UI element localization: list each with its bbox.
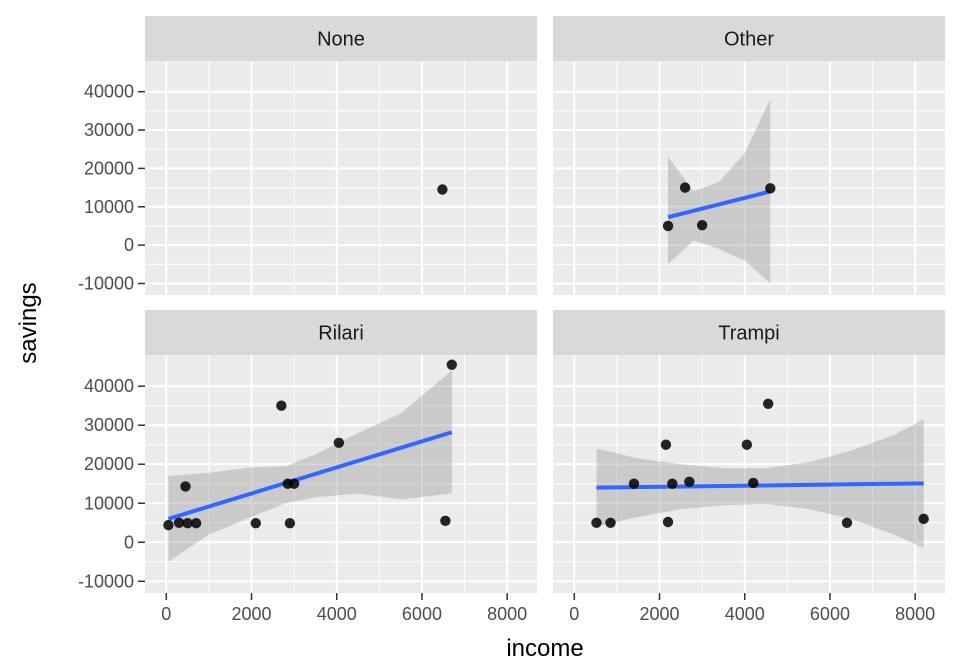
data-point (605, 517, 616, 528)
y-tick-label: 20000 (84, 158, 134, 178)
confidence-ribbon (668, 99, 771, 284)
x-tick-label: 4000 (317, 604, 357, 624)
panel-background (553, 355, 945, 593)
data-point (163, 519, 174, 531)
data-point (762, 398, 774, 409)
panel-background (553, 61, 945, 295)
y-tick-label: 0 (124, 235, 134, 255)
y-tick-label: 40000 (84, 82, 134, 102)
facet-strip-label: Rilari (318, 323, 364, 345)
data-point (182, 517, 193, 529)
data-point (841, 517, 853, 528)
y-tick-label: 30000 (84, 120, 134, 140)
facet-strip (553, 16, 945, 61)
data-point (333, 437, 345, 448)
data-point (180, 481, 191, 492)
y-axis-title: savings (15, 282, 42, 363)
x-tick-label: 0 (161, 604, 171, 624)
data-point (662, 220, 674, 232)
x-tick-label: 6000 (810, 604, 850, 624)
fit-line (596, 481, 924, 490)
data-point (667, 478, 678, 489)
data-point (250, 517, 261, 529)
x-tick-label: 4000 (725, 604, 765, 624)
data-point (591, 517, 602, 528)
data-point (190, 517, 202, 529)
x-tick-label: 8000 (895, 604, 935, 624)
panel-background (145, 61, 537, 295)
confidence-ribbon (168, 370, 452, 562)
y-tick-label: 0 (124, 532, 134, 552)
data-point (679, 182, 691, 193)
facet-panel-trampi: Trampi 0 2000 4000 6000 8000 (553, 310, 945, 624)
x-axis-title: income (506, 635, 583, 662)
facet-panel-none: None -10000 0 10000 20000 30000 40000 (78, 16, 537, 295)
x-tick-label: 2000 (639, 604, 679, 624)
data-point (628, 478, 640, 489)
x-tick-label: 2000 (231, 604, 271, 624)
x-tick-label: 8000 (487, 604, 527, 624)
data-point (741, 439, 753, 450)
data-point (284, 517, 296, 529)
y-tick-label: 40000 (84, 376, 134, 396)
data-point (440, 515, 451, 527)
data-point (446, 359, 457, 370)
facet-panel-other: Other (553, 16, 945, 295)
x-tick-label: 0 (569, 604, 579, 624)
facet-strip-label: None (317, 29, 365, 51)
facet-strip-label: Trampi (718, 323, 779, 345)
fit-line (167, 430, 453, 521)
data-point (660, 439, 672, 450)
data-point (173, 517, 185, 528)
facet-panel-rilari: Rilari -10000 0 10000 20000 30000 40000 0 2000 40… (78, 310, 537, 624)
data-point (437, 184, 448, 195)
x-tick-label: 6000 (402, 604, 442, 624)
y-tick-label: 20000 (84, 454, 134, 474)
y-tick-label: 10000 (84, 493, 134, 513)
y-tick-label: 30000 (84, 415, 134, 435)
fit-line (667, 189, 771, 220)
facet-strip (145, 16, 537, 61)
facet-strip (553, 310, 945, 355)
y-tick-label: -10000 (78, 273, 134, 293)
data-point (684, 476, 695, 488)
facet-strip (145, 310, 537, 355)
data-point (918, 513, 929, 525)
facets-layer: None-10000010000200003000040000OtherRila… (78, 16, 945, 624)
y-tick-label: -10000 (78, 571, 134, 591)
data-point (276, 400, 287, 411)
facet-strip-label: Other (724, 29, 774, 51)
data-point (765, 183, 776, 194)
data-point (696, 219, 708, 231)
y-tick-label: 10000 (84, 197, 134, 217)
data-point (662, 516, 674, 528)
data-point (288, 478, 300, 489)
panel-background (145, 355, 537, 593)
data-point (748, 477, 759, 489)
